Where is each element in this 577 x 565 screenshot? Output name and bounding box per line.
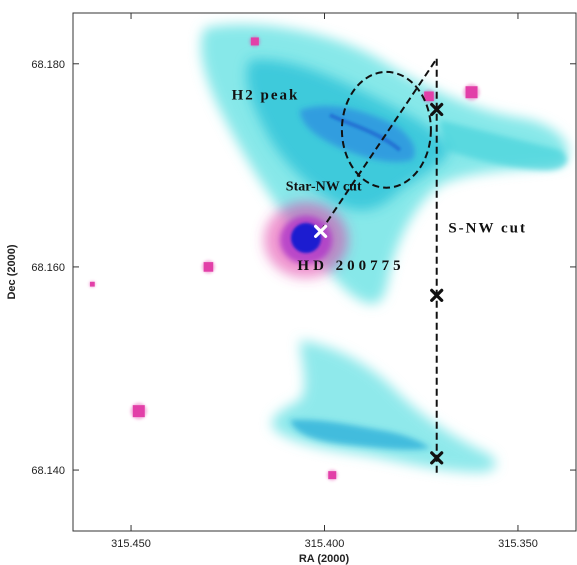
x-tick-label: 315.350	[498, 538, 538, 550]
nebula-image	[200, 24, 568, 473]
y-axis-ticks: 68.140 68.160 68.180	[31, 59, 576, 477]
point-source	[250, 37, 259, 46]
point-sources	[88, 35, 480, 481]
x-axis-label: RA (2000)	[299, 553, 350, 565]
point-source	[465, 86, 478, 99]
y-tick-label: 68.140	[31, 465, 65, 477]
star-core-blob	[291, 223, 321, 253]
y-tick-label: 68.160	[31, 262, 65, 274]
annotation-overlay	[314, 58, 444, 476]
s-nw-cut-marker	[430, 288, 444, 302]
nebula-south-ridge	[290, 419, 430, 450]
nebula-north-streak	[329, 113, 402, 152]
star-nw-cut-line	[319, 58, 438, 232]
point-source	[328, 471, 337, 480]
x-tick-label: 315.450	[111, 538, 151, 550]
s-nw-cut-label: S-NW cut	[448, 220, 527, 236]
nebula-south-lobe	[271, 340, 497, 473]
nebula-east-tail	[440, 120, 568, 171]
star-position-marker	[314, 224, 328, 238]
point-source	[424, 91, 434, 102]
point-source	[132, 405, 145, 418]
s-nw-cut-marker	[430, 451, 444, 465]
s-nw-cut-marker	[430, 102, 444, 117]
point-source	[89, 281, 95, 287]
star-nw-cut-label: Star-NW cut	[286, 180, 362, 195]
star-cross-marker	[314, 224, 328, 238]
x-axis-ticks: 315.450 315.400 315.350	[111, 13, 538, 550]
hd-200775-label: HD 200775	[297, 258, 404, 274]
s-nw-cut-markers	[430, 102, 444, 465]
y-axis-label: Dec (2000)	[6, 244, 18, 299]
nebula-north-ridge	[300, 105, 415, 162]
y-tick-label: 68.180	[31, 59, 65, 71]
point-source	[203, 262, 214, 272]
h2-peak-label: H2 peak	[232, 87, 300, 103]
h2-peak-circle	[340, 70, 432, 189]
x-tick-label: 315.400	[305, 538, 345, 550]
